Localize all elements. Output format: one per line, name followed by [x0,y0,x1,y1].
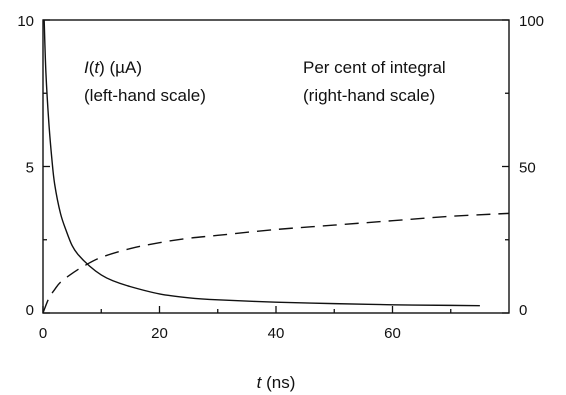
annotation-current-line2: (left-hand scale) [84,86,206,105]
left-y-tick-label: 0 [26,302,34,319]
left-y-tick-label: 5 [26,160,34,177]
x-tick-label: 0 [39,325,47,342]
integral-series-line [42,212,510,314]
left-y-tick-label: 10 [17,13,34,30]
x-tick-label: 60 [384,325,401,342]
x-axis-label: t (ns) [257,373,296,392]
annotation-current-line1: I(t) (µA) [84,58,142,77]
x-tick-label: 40 [268,325,285,342]
right-y-tick-label: 100 [519,13,544,30]
right-y-tick-label: 50 [519,160,536,177]
current-series-line [43,19,480,307]
annotation-integral-line1: Per cent of integral [303,58,446,77]
x-tick-label: 20 [151,325,168,342]
ticks-group [42,19,509,314]
annotation-integral-line2: (right-hand scale) [303,86,435,105]
right-y-tick-label: 0 [519,302,527,319]
